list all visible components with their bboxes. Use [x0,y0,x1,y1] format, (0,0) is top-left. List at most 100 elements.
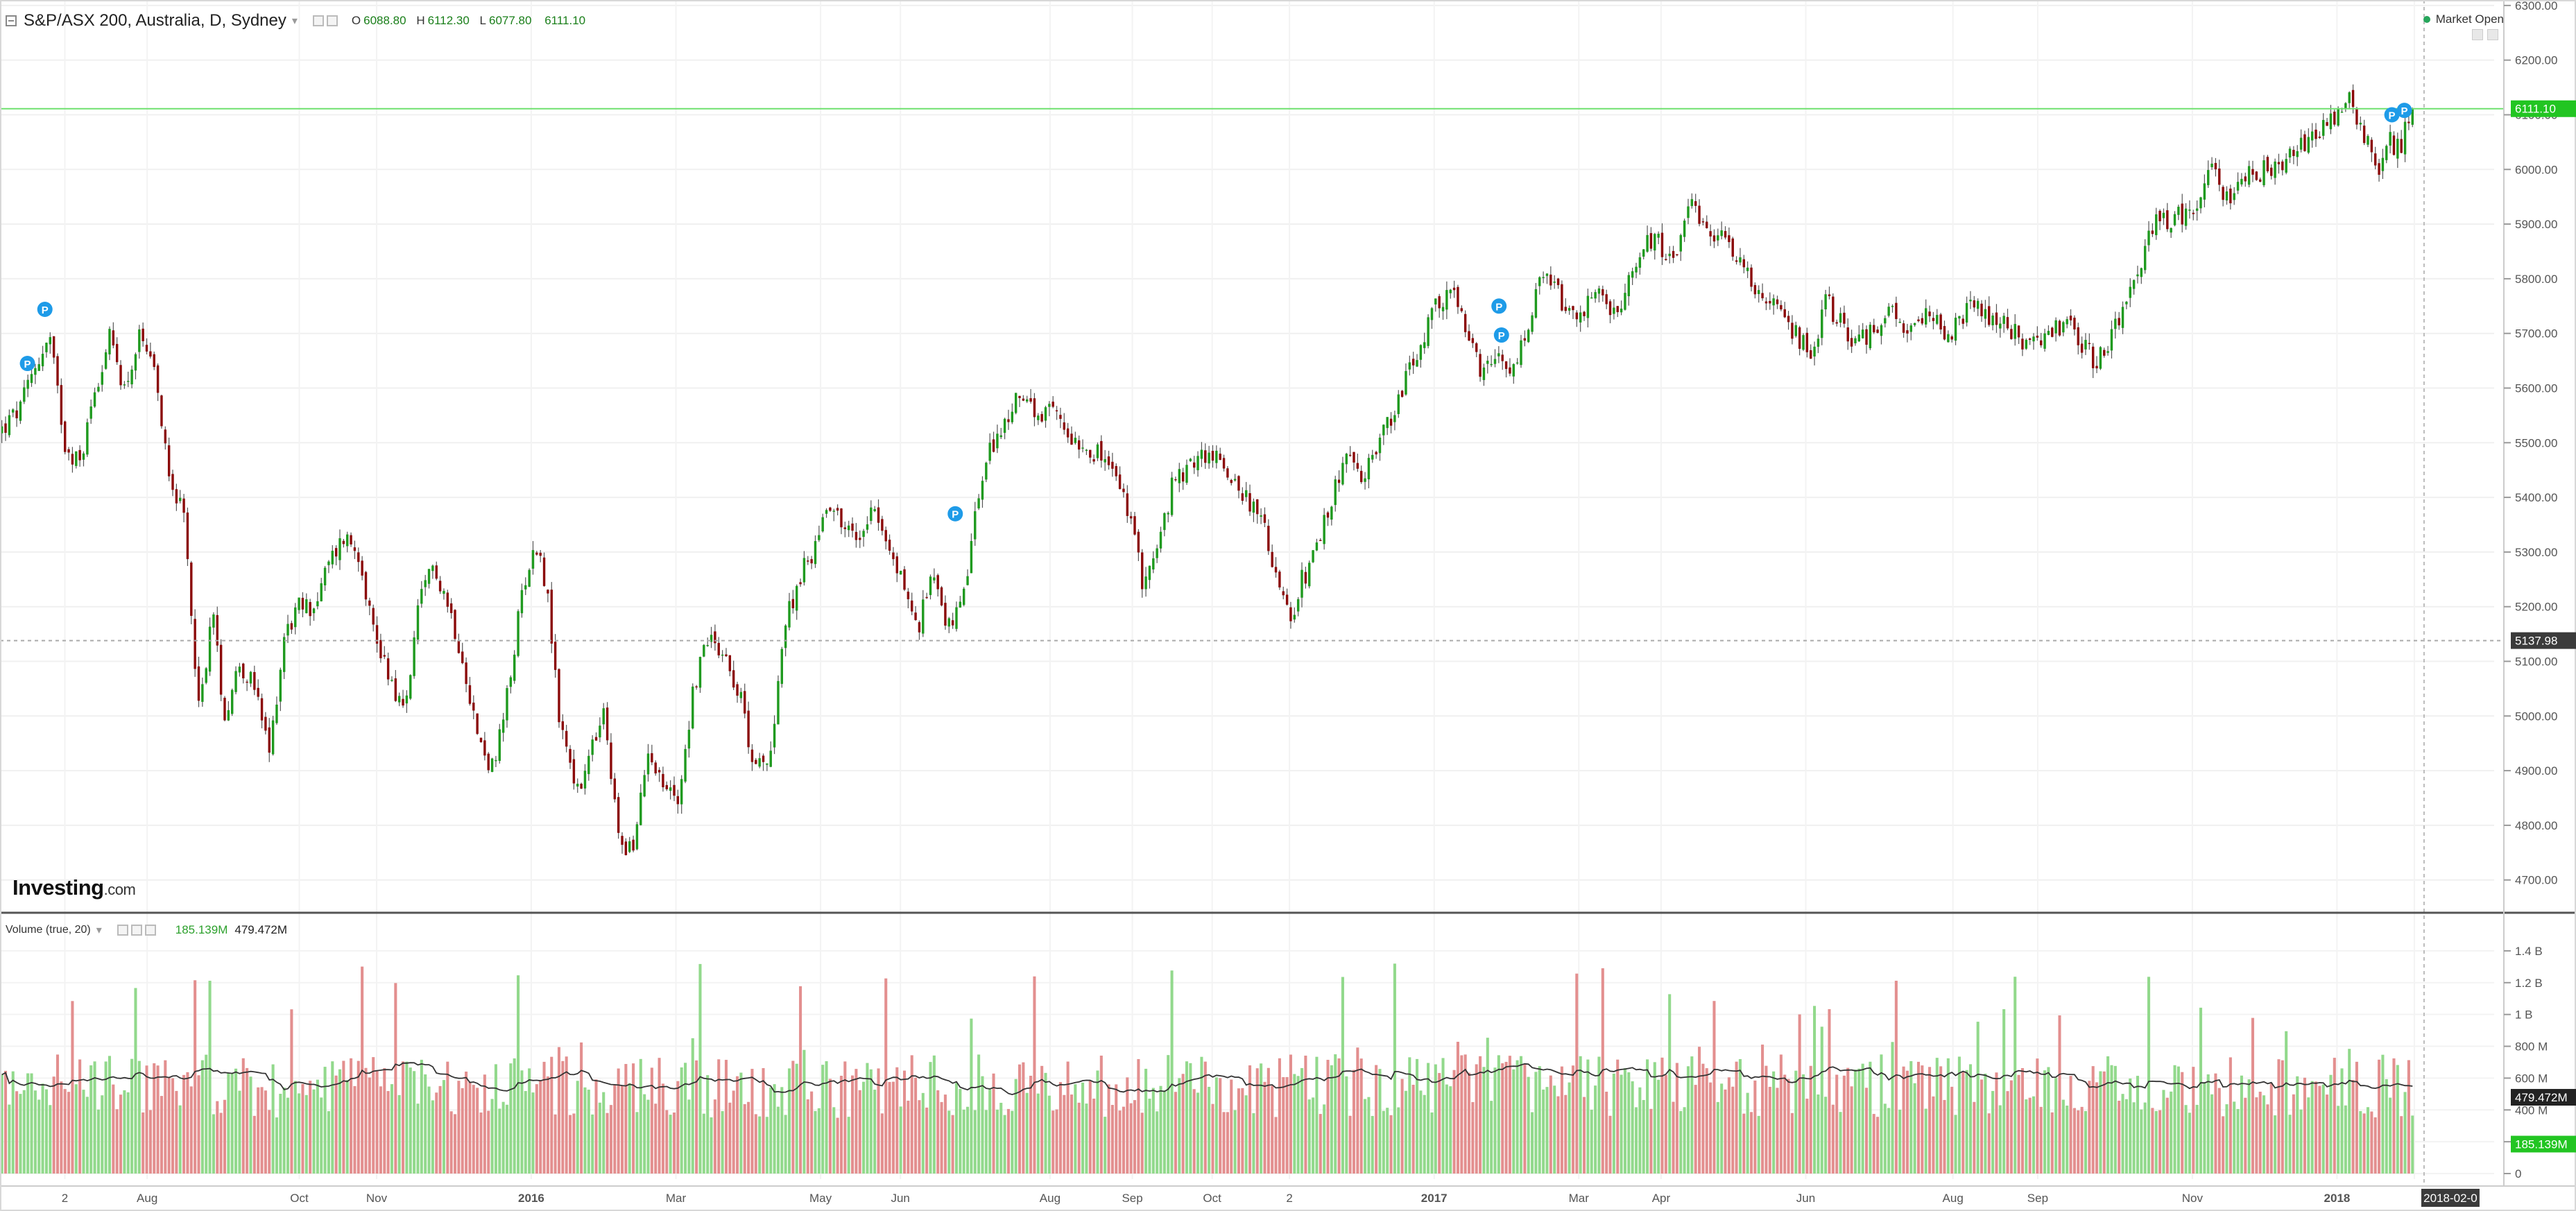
candle-body [580,783,583,789]
volume-bar [2214,1073,2217,1174]
candle-body [1048,404,1051,407]
volume-bar [568,1115,572,1174]
candle-body [409,675,412,699]
volume-bar [992,1073,995,1174]
volume-bar [1738,1059,1742,1174]
volume-title[interactable]: Volume (true, 20) [6,924,91,936]
candle-body [1348,454,1352,456]
volume-bar [591,1114,594,1174]
volume-bar [1664,1074,1667,1174]
candle-body [1167,513,1169,515]
candle-body [561,721,565,730]
volume-bar [1490,1101,1493,1174]
candle-body [171,474,174,490]
candle-body [524,585,527,590]
candle-body [2247,166,2251,185]
volume-bar [1359,1058,1363,1174]
candle-body [1208,452,1210,464]
volume-bar [2203,1082,2206,1174]
candle-body [1260,515,1262,517]
volume-bar [888,1082,891,1174]
volume-bar [658,1058,661,1174]
candle-body [372,608,375,625]
candle-body [602,708,605,725]
candle-body [1293,615,1296,620]
collapse-icon[interactable] [6,15,17,26]
candle-body [1486,361,1489,364]
volume-bar [1185,1061,1189,1174]
candle-body [2318,136,2321,138]
volume-bar [2095,1082,2099,1174]
candle-body [1787,316,1790,323]
candle-body [186,512,189,560]
settings-icon[interactable] [117,925,128,936]
candle-body [115,343,119,363]
volume-bar [583,1087,587,1174]
chevron-down-icon[interactable]: ▾ [291,15,298,27]
volume-bar [468,1081,472,1174]
volume-bar [2072,1108,2076,1174]
volume-bar [1991,1090,1995,1174]
volume-bar [1427,1063,1430,1174]
candle-body [56,356,59,386]
candle-body [684,748,687,782]
hide-icon[interactable] [130,925,142,936]
candle-body [1556,278,1560,286]
volume-bar [1772,1071,1776,1174]
candle-body [1590,297,1593,299]
volume-bar [78,1059,82,1174]
volume-bar [1649,1108,1653,1174]
candle-body [1356,463,1359,469]
candle-body [1248,493,1251,512]
symbol-title[interactable]: S&P/ASX 200, Australia, D, Sydney [24,11,286,30]
volume-bar [2124,1099,2128,1174]
volume-bar [1727,1077,1731,1174]
candle-body [1126,493,1129,516]
volume-bar [479,1112,483,1174]
scale-log-button[interactable] [2487,29,2498,40]
volume-bar [19,1094,22,1174]
volume-bar [1984,1073,1987,1174]
settings-icon[interactable] [312,15,324,26]
volume-bar [710,1117,713,1174]
volume-bar [1211,1103,1214,1174]
close-icon[interactable] [144,925,156,936]
candle-body [1144,576,1147,590]
candle-body [2299,137,2303,150]
candle-body [1969,300,1972,302]
volume-bar [413,1071,416,1174]
candle-body [1802,335,1805,350]
volume-bar [2054,1078,2058,1174]
x-tick-label: Jun [1796,1192,1815,1205]
volume-bar [832,1107,836,1174]
candle-body [1367,458,1371,480]
candle-body [777,680,780,725]
candle-body [242,663,245,678]
volume-bar [0,1074,3,1174]
candle-body [1211,451,1214,461]
candle-body [1895,302,1898,320]
candle-body [695,686,698,688]
volume-bar [2084,1110,2088,1174]
volume-bar [2337,1106,2340,1174]
volume-bar [1044,1072,1047,1174]
candle-body [465,662,467,685]
candle-body [1457,286,1459,307]
chevron-down-icon[interactable]: ▾ [96,925,102,936]
y-tick-label: 5600.00 [2515,381,2557,395]
volume-bar [282,1088,286,1174]
candle-body [71,454,74,465]
candle-body [1037,415,1040,420]
candle-body [1148,565,1151,581]
candle-body [2114,318,2117,329]
hide-icon[interactable] [326,15,338,26]
volume-bar [1233,1110,1237,1174]
scale-auto-button[interactable] [2472,29,2483,40]
volume-bar [995,1109,999,1174]
candle-body [1884,318,1887,324]
volume-bar [2151,1108,2154,1174]
candle-body [1758,290,1760,294]
volume-bar [1698,1047,1701,1174]
candle-body [911,600,913,612]
